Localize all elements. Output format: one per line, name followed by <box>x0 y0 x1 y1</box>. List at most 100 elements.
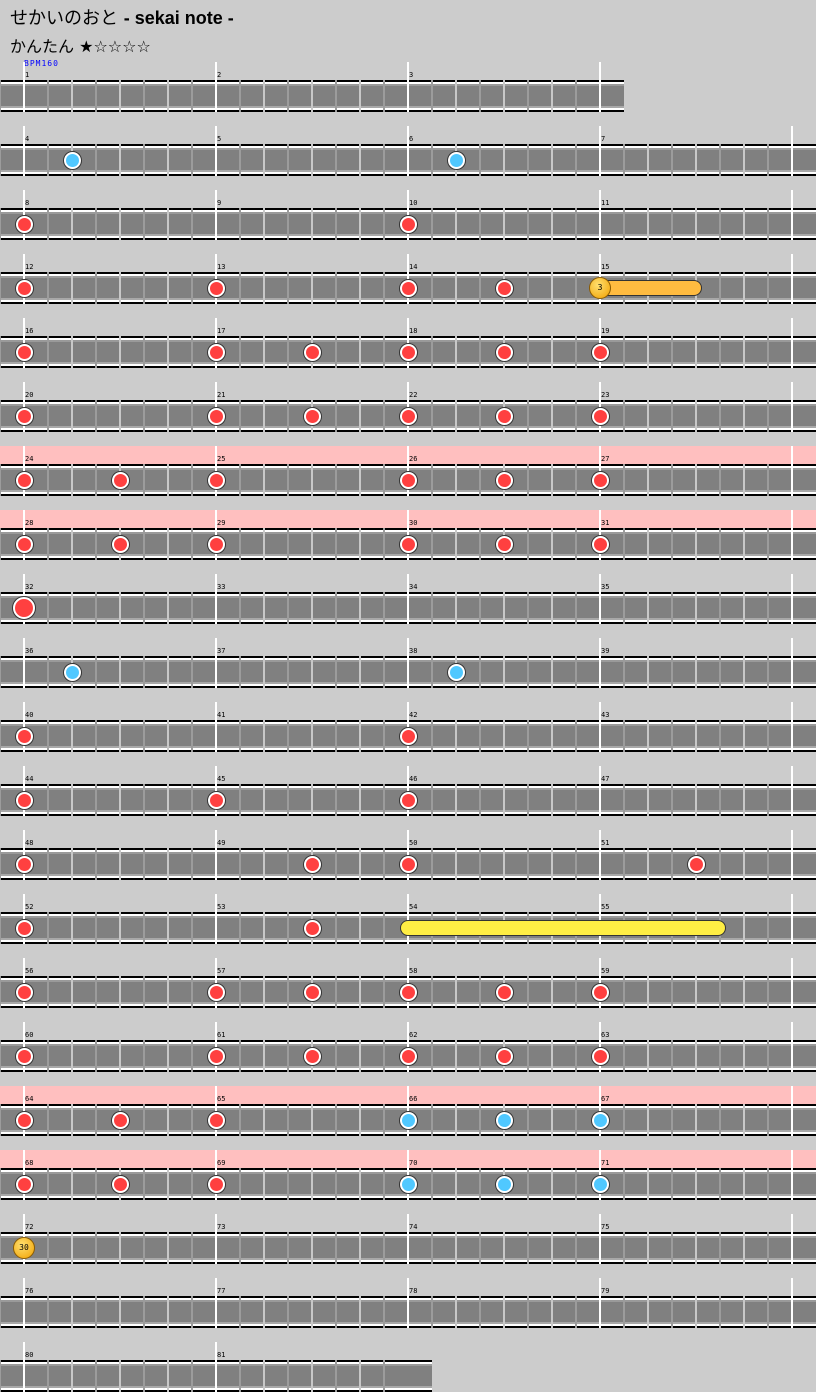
don-note <box>15 1047 33 1065</box>
beat-line <box>455 592 457 624</box>
beat-line <box>47 400 49 432</box>
beat-line <box>767 912 769 944</box>
measure-line <box>791 318 793 368</box>
beat-line <box>575 464 577 496</box>
beat-line <box>143 144 145 176</box>
beat-line <box>551 1040 553 1072</box>
don-note <box>303 855 321 873</box>
beat-line <box>671 528 673 560</box>
beat-line <box>335 976 337 1008</box>
beat-line <box>551 1232 553 1264</box>
beat-line <box>167 1168 169 1200</box>
beat-line <box>239 400 241 432</box>
beat-line <box>0 144 1 176</box>
beat-line <box>671 336 673 368</box>
measure-number: 38 <box>409 647 418 655</box>
beat-line <box>119 144 121 176</box>
beat-line <box>0 1232 1 1264</box>
beat-line <box>575 1040 577 1072</box>
measure-line <box>407 126 409 176</box>
beat-line <box>743 1296 745 1328</box>
beat-line <box>695 1040 697 1072</box>
beat-line <box>47 528 49 560</box>
beat-line <box>431 592 433 624</box>
beat-line <box>167 144 169 176</box>
beat-line <box>767 528 769 560</box>
beat-line <box>383 592 385 624</box>
measure-line <box>215 830 217 880</box>
measure-line <box>215 254 217 304</box>
beat-line <box>0 976 1 1008</box>
beat-line <box>335 1040 337 1072</box>
measure-line <box>23 190 25 240</box>
measure-number: 10 <box>409 199 418 207</box>
measure-number: 49 <box>217 839 226 847</box>
beat-line <box>527 464 529 496</box>
beat-line <box>311 1232 313 1264</box>
measure-number: 40 <box>25 711 34 719</box>
beat-line <box>287 80 289 112</box>
beat-line <box>287 400 289 432</box>
beat-line <box>287 976 289 1008</box>
beat-line <box>431 336 433 368</box>
beat-line <box>95 400 97 432</box>
beat-line <box>47 976 49 1008</box>
measure-line <box>407 254 409 304</box>
beat-line <box>311 528 313 560</box>
beat-line <box>575 528 577 560</box>
beat-line <box>311 1104 313 1136</box>
beat-line <box>263 272 265 304</box>
beat-line <box>191 976 193 1008</box>
beat-line <box>695 336 697 368</box>
beat-line <box>71 1232 73 1264</box>
measure-number: 5 <box>217 135 222 143</box>
measure-line <box>23 958 25 1008</box>
beat-line <box>527 80 529 112</box>
beat-line <box>263 208 265 240</box>
measure-line <box>791 638 793 688</box>
beat-line <box>767 208 769 240</box>
ka-note <box>399 1111 417 1129</box>
beat-line <box>167 208 169 240</box>
beat-line <box>71 1168 73 1200</box>
beat-line <box>191 1040 193 1072</box>
don-note <box>207 279 225 297</box>
don-note <box>399 1047 417 1065</box>
beat-line <box>743 592 745 624</box>
beat-line <box>623 1168 625 1200</box>
measure-number: 30 <box>409 519 418 527</box>
measure-line <box>215 702 217 752</box>
beat-line <box>695 464 697 496</box>
beat-line <box>71 912 73 944</box>
beat-line <box>671 592 673 624</box>
measure-number: 9 <box>217 199 222 207</box>
beat-line <box>359 1040 361 1072</box>
beat-line <box>623 784 625 816</box>
beat-line <box>263 656 265 688</box>
beat-line <box>239 336 241 368</box>
beat-line <box>263 976 265 1008</box>
beat-line <box>239 1040 241 1072</box>
beat-line <box>551 336 553 368</box>
measure-number: 4 <box>25 135 30 143</box>
beat-line <box>47 144 49 176</box>
measure-number: 54 <box>409 903 418 911</box>
beat-line <box>671 208 673 240</box>
measure-line <box>215 1150 217 1200</box>
beat-line <box>719 272 721 304</box>
beat-line <box>119 1232 121 1264</box>
beat-line <box>551 1104 553 1136</box>
beat-line <box>479 144 481 176</box>
beat-line <box>743 464 745 496</box>
don-note <box>15 535 33 553</box>
beat-line <box>455 400 457 432</box>
beat-line <box>575 272 577 304</box>
beat-line <box>95 1104 97 1136</box>
beat-line <box>719 656 721 688</box>
measure-line <box>407 1086 409 1136</box>
measure-line <box>599 958 601 1008</box>
beat-line <box>119 656 121 688</box>
beat-line <box>71 80 73 112</box>
beat-line <box>647 400 649 432</box>
beat-line <box>767 1168 769 1200</box>
